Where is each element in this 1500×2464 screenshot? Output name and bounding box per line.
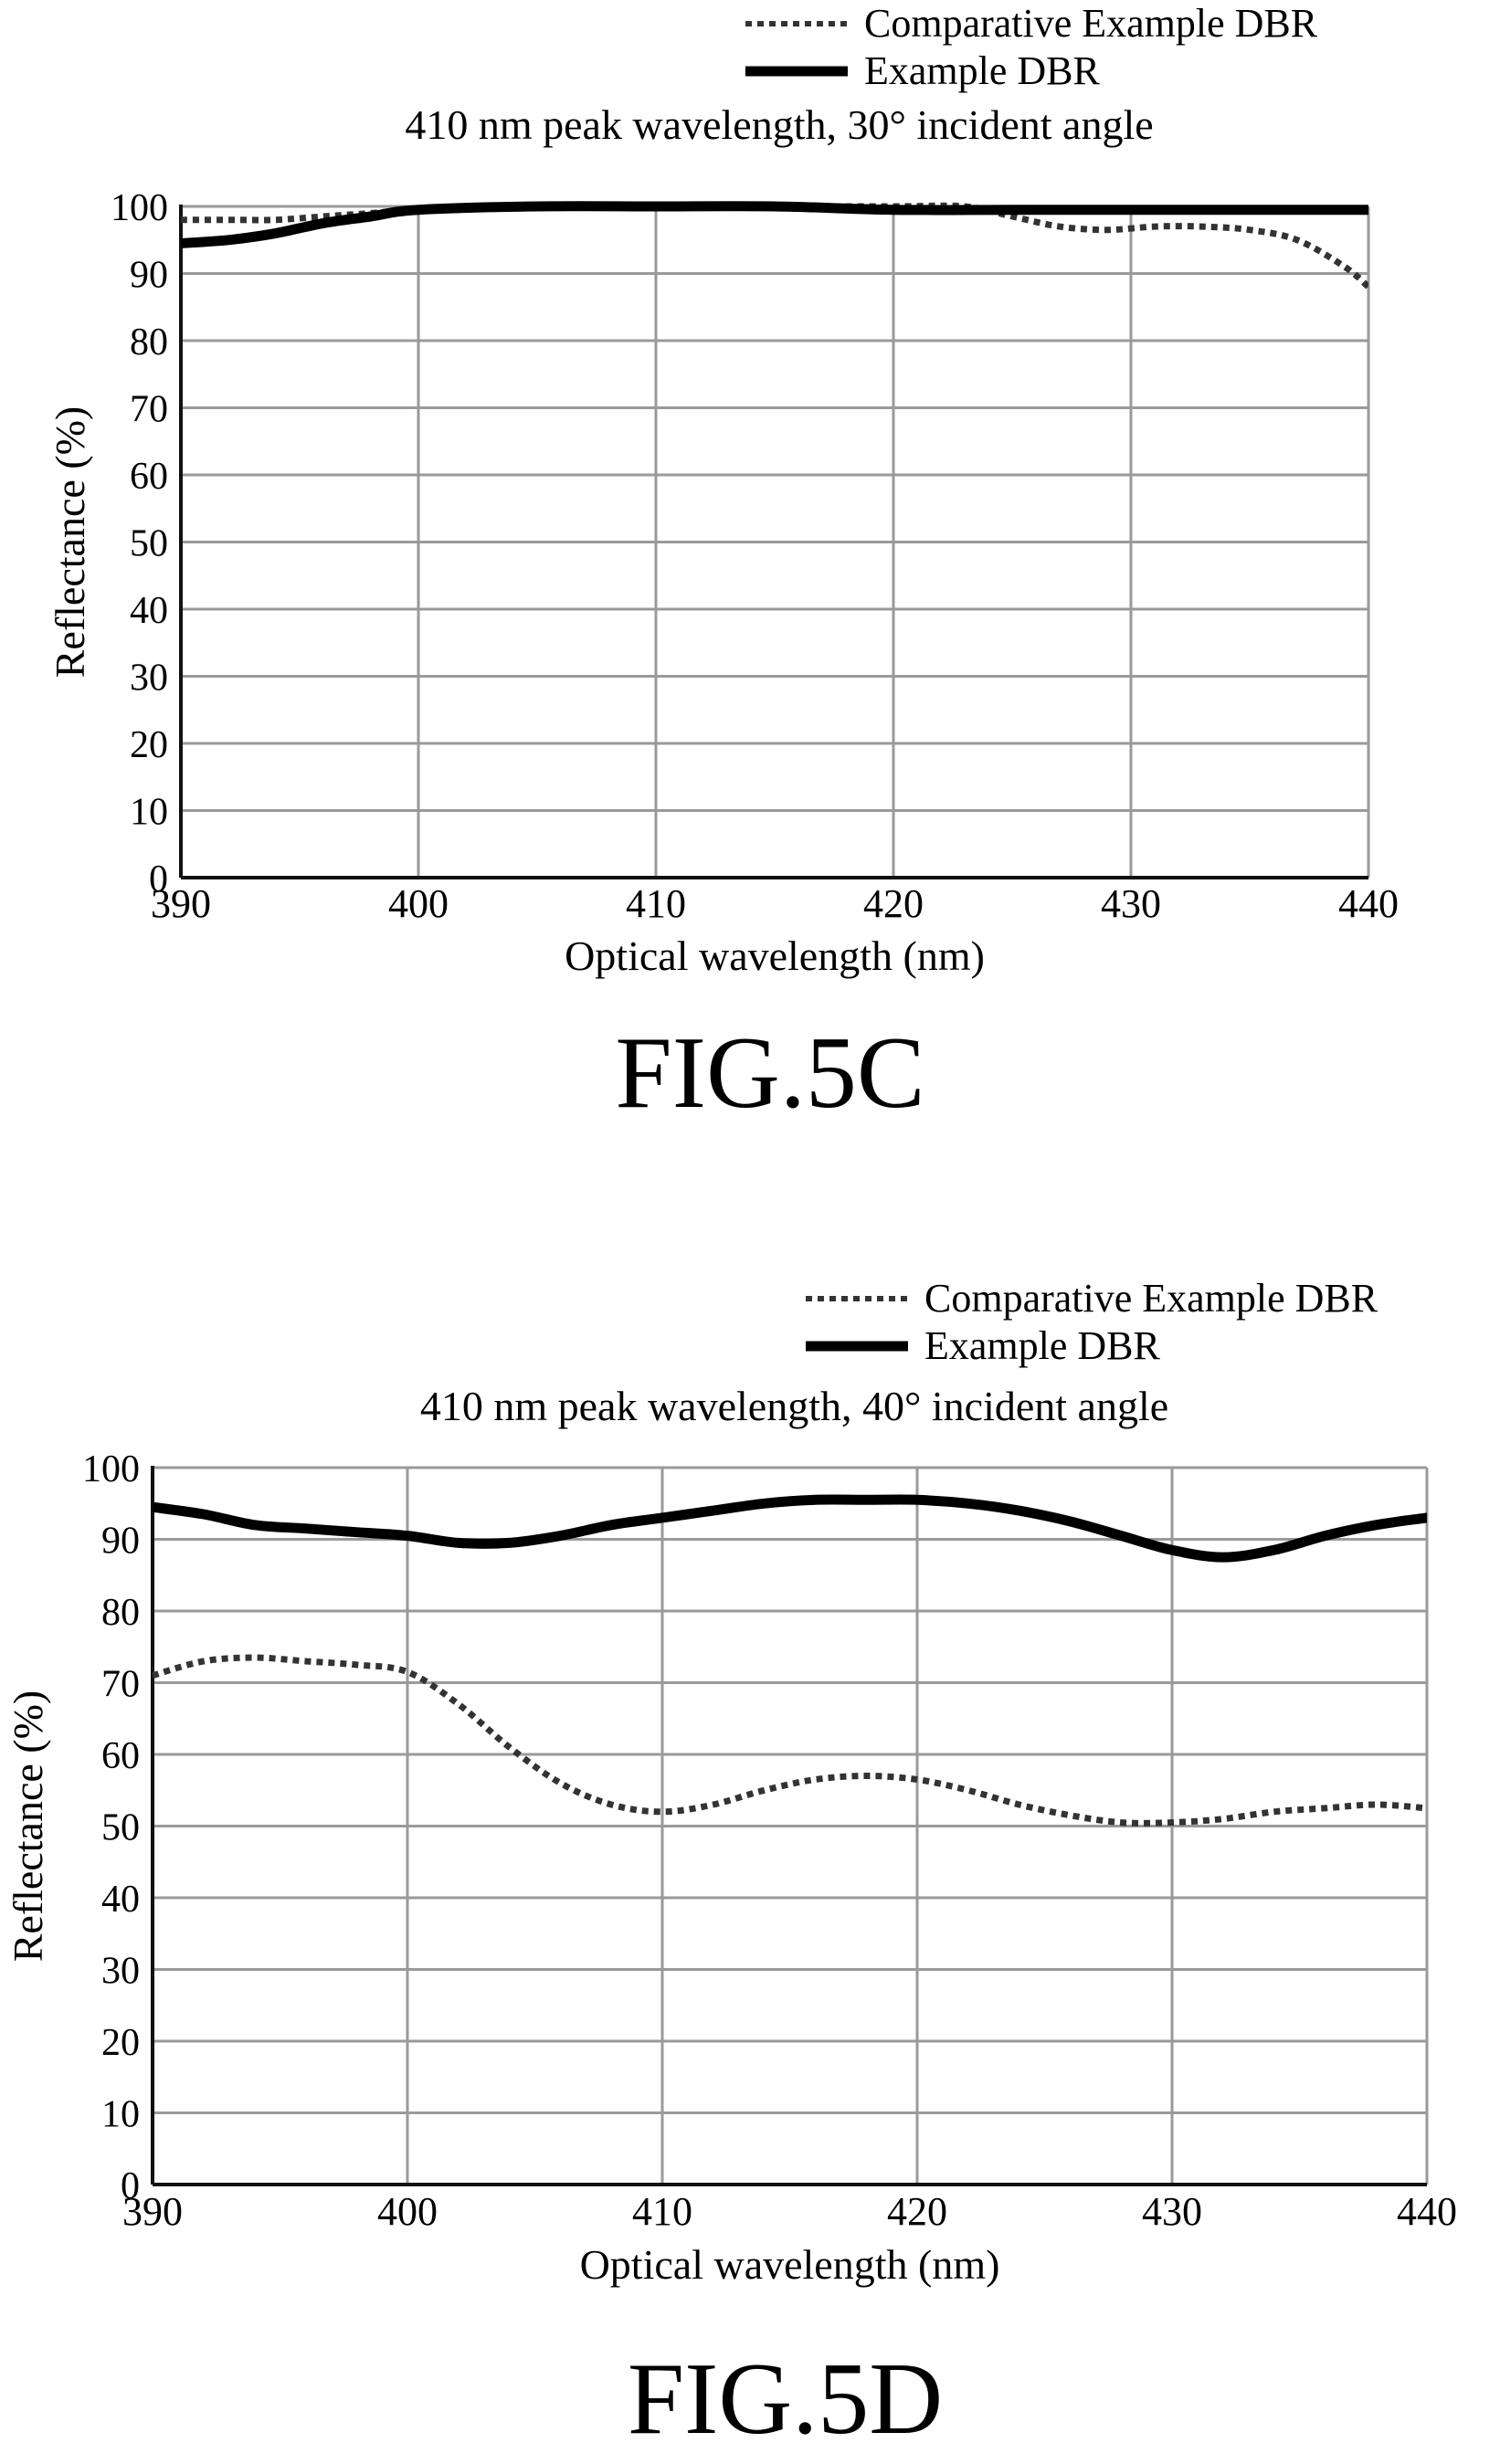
series-line-comparative [153, 1654, 1427, 1827]
y-axis-label: Reflectance (%) [5, 1690, 51, 1963]
series-line-example [181, 201, 1368, 248]
y-tick-label-20: 20 [101, 2022, 140, 2064]
legend-label-example: Example DBR [924, 1323, 1161, 1368]
legend-label-comparative: Comparative Example DBR [864, 1, 1318, 46]
x-tick-label-390: 390 [122, 2189, 183, 2234]
y-tick-label-0: 0 [121, 2165, 140, 2207]
x-axis-label: Optical wavelength (nm) [565, 932, 985, 979]
y-tick-label-50: 50 [130, 523, 168, 565]
legend-label-comparative: Comparative Example DBR [924, 1276, 1379, 1321]
x-tick-label-410: 410 [626, 881, 686, 926]
x-tick-label-410: 410 [632, 2189, 692, 2234]
y-tick-label-10: 10 [130, 792, 168, 834]
y-tick-label-40: 40 [101, 1879, 140, 1921]
x-tick-label-420: 420 [887, 2189, 947, 2234]
series-line-example [153, 1494, 1427, 1563]
y-tick-label-90: 90 [101, 1521, 140, 1563]
figure-label: FIG.5C [615, 1016, 924, 1130]
y-tick-label-60: 60 [130, 456, 168, 498]
x-tick-label-440: 440 [1338, 881, 1399, 926]
y-tick-label-30: 30 [101, 1951, 140, 1993]
y-tick-label-80: 80 [130, 321, 168, 363]
y-tick-label-10: 10 [101, 2094, 140, 2136]
y-tick-label-40: 40 [130, 590, 168, 632]
y-tick-label-70: 70 [130, 389, 168, 431]
y-tick-label-100: 100 [111, 187, 168, 229]
y-tick-label-90: 90 [130, 255, 168, 297]
y-tick-label-50: 50 [101, 1807, 140, 1849]
y-tick-label-100: 100 [82, 1448, 140, 1490]
x-tick-label-440: 440 [1397, 2189, 1457, 2234]
x-axis-label: Optical wavelength (nm) [580, 2241, 1000, 2288]
y-tick-label-60: 60 [101, 1735, 140, 1777]
y-tick-label-0: 0 [149, 858, 168, 900]
y-tick-label-70: 70 [101, 1664, 140, 1706]
y-tick-label-20: 20 [130, 724, 168, 766]
chart-title: 410 nm peak wavelength, 40° incident ang… [420, 1383, 1168, 1429]
chart-title: 410 nm peak wavelength, 30° incident ang… [405, 101, 1153, 148]
y-axis-label: Reflectance (%) [47, 406, 93, 679]
y-tick-label-80: 80 [101, 1592, 140, 1634]
x-tick-label-430: 430 [1142, 2189, 1202, 2234]
figure-label: FIG.5D [628, 2343, 943, 2456]
y-tick-label-30: 30 [130, 658, 168, 700]
x-tick-label-400: 400 [388, 881, 449, 926]
legend-label-example: Example DBR [864, 48, 1101, 93]
series-line-comparative [181, 202, 1368, 290]
x-tick-label-420: 420 [863, 881, 924, 926]
x-tick-label-390: 390 [151, 881, 211, 926]
x-tick-label-400: 400 [377, 2189, 438, 2234]
x-tick-label-430: 430 [1101, 881, 1161, 926]
